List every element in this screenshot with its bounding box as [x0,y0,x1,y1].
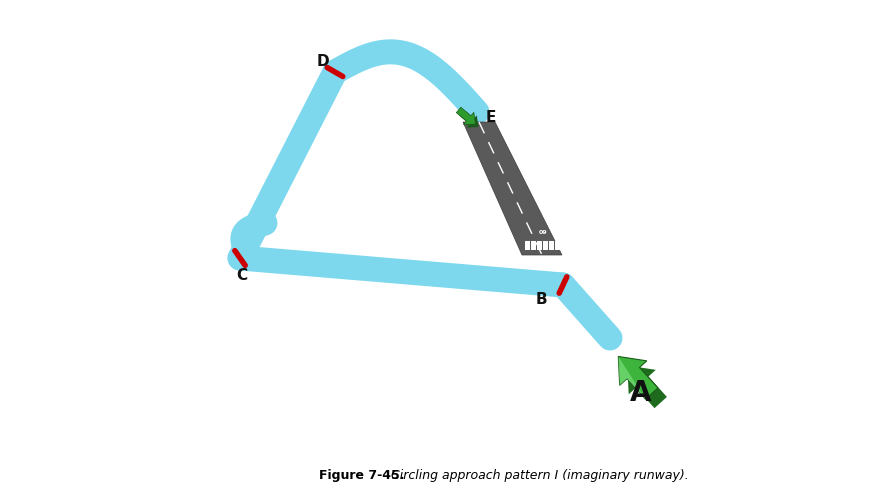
Text: D: D [317,54,329,69]
Text: E: E [486,110,496,126]
Polygon shape [525,241,530,250]
Polygon shape [532,241,536,250]
Polygon shape [543,241,547,250]
Text: 09: 09 [539,231,547,236]
Text: A: A [630,379,652,407]
Polygon shape [457,107,475,125]
Polygon shape [627,365,667,408]
Polygon shape [555,241,560,250]
Polygon shape [459,110,479,128]
Text: Circling approach pattern I (imaginary runway).: Circling approach pattern I (imaginary r… [387,469,689,482]
Text: B: B [535,292,546,306]
Text: Figure 7-45. Circling approach pattern I (imaginary runway).: Figure 7-45. Circling approach pattern I… [0,494,1,495]
Polygon shape [463,122,562,255]
Polygon shape [619,356,658,399]
Polygon shape [537,241,541,250]
Polygon shape [619,356,646,399]
Polygon shape [549,241,554,250]
Text: Figure 7-45.: Figure 7-45. [319,469,404,482]
Text: C: C [237,268,247,284]
